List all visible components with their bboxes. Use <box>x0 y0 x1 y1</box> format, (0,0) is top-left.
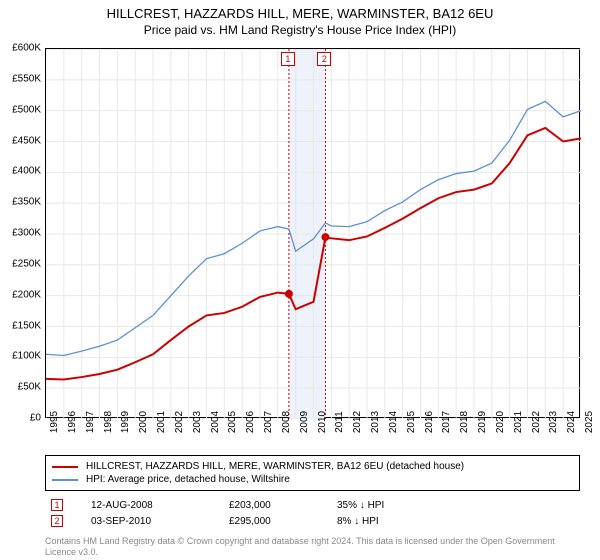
x-tick-label: 2011 <box>334 411 345 433</box>
event-marker-icon: 1 <box>281 52 295 66</box>
event-marker-icon: 2 <box>317 52 331 66</box>
x-tick-label: 2007 <box>263 411 274 433</box>
chart-svg <box>46 49 581 419</box>
x-tick-label: 2013 <box>370 411 381 433</box>
legend-label: HILLCREST, HAZZARDS HILL, MERE, WARMINST… <box>86 461 464 472</box>
y-tick-label: £600K <box>12 43 41 54</box>
x-tick-label: 2005 <box>227 411 238 433</box>
y-tick-label: £250K <box>12 258 41 269</box>
point-num-icon: 1 <box>51 499 63 511</box>
x-tick-label: 2010 <box>317 411 328 433</box>
point-num-icon: 2 <box>51 515 63 527</box>
y-tick-label: £400K <box>12 166 41 177</box>
legend-swatch-property <box>52 466 78 468</box>
point-price: £203,000 <box>229 500 309 511</box>
x-tick-label: 2019 <box>477 411 488 433</box>
x-tick-label: 2024 <box>566 411 577 433</box>
y-tick-label: £150K <box>12 320 41 331</box>
y-tick-label: £350K <box>12 197 41 208</box>
x-tick-label: 2025 <box>584 411 595 433</box>
x-tick-label: 2021 <box>513 411 524 433</box>
x-tick-label: 1999 <box>120 411 131 433</box>
x-tick-label: 1998 <box>103 411 114 433</box>
transaction-row: 1 12-AUG-2008 £203,000 35% ↓ HPI <box>45 497 580 513</box>
x-tick-label: 2014 <box>388 411 399 433</box>
x-tick-label: 2009 <box>299 411 310 433</box>
x-tick-label: 1996 <box>67 411 78 433</box>
y-tick-label: £300K <box>12 228 41 239</box>
x-tick-label: 1995 <box>49 411 60 433</box>
legend-swatch-hpi <box>52 479 78 481</box>
y-tick-label: £450K <box>12 135 41 146</box>
legend-row: HILLCREST, HAZZARDS HILL, MERE, WARMINST… <box>52 460 573 473</box>
x-tick-label: 1997 <box>85 411 96 433</box>
chart-subtitle: Price paid vs. HM Land Registry's House … <box>0 21 600 41</box>
legend-row: HPI: Average price, detached house, Wilt… <box>52 473 573 486</box>
y-tick-label: £0 <box>30 413 41 424</box>
x-tick-label: 2020 <box>495 411 506 433</box>
x-tick-label: 2022 <box>531 411 542 433</box>
x-tick-label: 2012 <box>352 411 363 433</box>
transaction-row: 2 03-SEP-2010 £295,000 8% ↓ HPI <box>45 513 580 529</box>
x-tick-label: 2018 <box>459 411 470 433</box>
x-tick-label: 2008 <box>281 411 292 433</box>
chart-plot-area <box>45 48 580 418</box>
point-diff: 35% ↓ HPI <box>337 500 580 511</box>
point-diff: 8% ↓ HPI <box>337 516 580 527</box>
point-date: 03-SEP-2010 <box>91 516 201 527</box>
x-tick-label: 2023 <box>548 411 559 433</box>
point-date: 12-AUG-2008 <box>91 500 201 511</box>
x-tick-label: 2016 <box>424 411 435 433</box>
y-tick-label: £50K <box>18 382 41 393</box>
transaction-points: 1 12-AUG-2008 £203,000 35% ↓ HPI 2 03-SE… <box>45 497 580 529</box>
point-price: £295,000 <box>229 516 309 527</box>
x-tick-label: 2006 <box>245 411 256 433</box>
x-tick-label: 2002 <box>174 411 185 433</box>
y-tick-label: £100K <box>12 351 41 362</box>
legend-box: HILLCREST, HAZZARDS HILL, MERE, WARMINST… <box>45 455 580 491</box>
x-tick-label: 2015 <box>406 411 417 433</box>
x-tick-label: 2003 <box>192 411 203 433</box>
x-tick-label: 2017 <box>441 411 452 433</box>
legend-label: HPI: Average price, detached house, Wilt… <box>86 474 290 485</box>
y-tick-label: £500K <box>12 104 41 115</box>
x-tick-label: 2000 <box>138 411 149 433</box>
chart-title: HILLCREST, HAZZARDS HILL, MERE, WARMINST… <box>0 0 600 21</box>
x-tick-label: 2001 <box>156 411 167 433</box>
x-tick-label: 2004 <box>210 411 221 433</box>
y-tick-label: £550K <box>12 73 41 84</box>
attribution-text: Contains HM Land Registry data © Crown c… <box>45 536 580 558</box>
y-tick-label: £200K <box>12 289 41 300</box>
